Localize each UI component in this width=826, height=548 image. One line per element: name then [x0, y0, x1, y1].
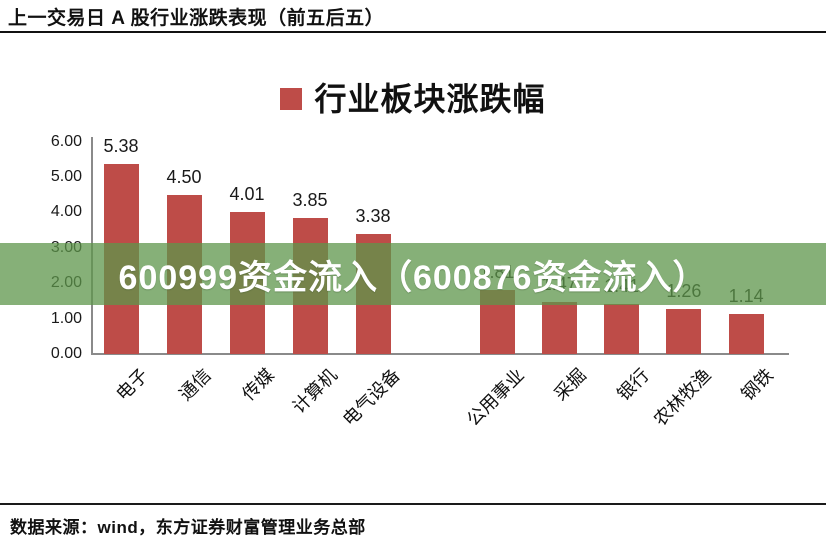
bar-value-label: 4.50 [166, 166, 202, 187]
legend-swatch-icon [280, 88, 303, 110]
x-axis-category-label: 通信 [175, 364, 215, 405]
page-title: 上一交易日 A 股行业涨跌表现（前五后五） [8, 8, 385, 29]
x-axis-category-label: 采掘 [550, 364, 591, 405]
y-axis-tick-label: 1.00 [50, 309, 82, 327]
bar-value-label: 5.38 [103, 135, 139, 156]
title-divider [0, 31, 826, 33]
x-axis-line [91, 353, 789, 355]
x-axis-category-label: 电子 [112, 364, 152, 405]
watermark-banner: 600999资金流入（600876资金流入） [0, 243, 826, 305]
x-axis-category-label: 钢铁 [737, 364, 778, 405]
bar-value-label: 4.01 [229, 184, 265, 205]
x-axis-category-label: 传媒 [238, 364, 278, 405]
footer-divider [0, 503, 826, 505]
bar-银行 [604, 304, 640, 354]
legend-label: 行业板块涨跌幅 [314, 81, 546, 117]
bar-钢铁 [728, 313, 764, 354]
bar-采掘 [541, 301, 577, 354]
data-source-text: 数据来源：wind，东方证券财富管理业务总部 [10, 518, 366, 537]
watermark-text: 600999资金流入（600876资金流入） [118, 258, 708, 297]
x-axis-category-label: 银行 [612, 364, 653, 405]
y-axis-tick-label: 4.00 [50, 203, 82, 221]
x-axis-category-label: 电气设备 [338, 364, 404, 430]
chart-legend: 行业板块涨跌幅 [0, 74, 826, 120]
x-axis-category-label: 农林牧渔 [649, 364, 715, 430]
y-axis-tick-label: 6.00 [50, 132, 82, 150]
y-axis-tick-label: 0.00 [50, 345, 82, 362]
x-axis-category-label: 计算机 [288, 364, 341, 418]
y-axis-tick-label: 5.00 [50, 168, 82, 185]
x-axis-category-label: 公用事业 [462, 364, 528, 430]
bar-value-label: 3.38 [355, 206, 391, 227]
bar-value-label: 3.85 [292, 189, 328, 210]
bar-农林牧渔 [666, 309, 702, 354]
